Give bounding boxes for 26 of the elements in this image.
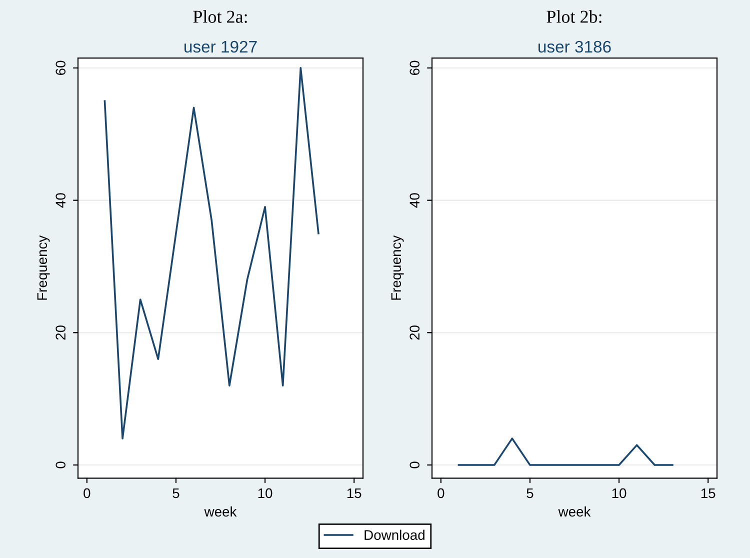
x-tick-label: 0 <box>438 488 444 498</box>
x-tick-label: 10 <box>612 488 626 498</box>
chart-title: Plot 2a: <box>193 10 247 23</box>
x-tick-label: 15 <box>347 488 362 498</box>
y-tick-label: 60 <box>56 60 66 75</box>
chart-title: Plot 2b: <box>546 10 602 23</box>
line-series <box>104 67 320 440</box>
legend-label: Download <box>364 530 424 540</box>
x-axis-title: week <box>204 506 237 517</box>
y-tick-label: 20 <box>410 325 420 340</box>
x-tick-label: 5 <box>172 488 180 498</box>
y-tick-label: 20 <box>56 325 66 340</box>
y-tick-label: 40 <box>410 193 420 208</box>
y-tick-label: 0 <box>56 462 66 468</box>
chart-subtitle: user 1927 <box>184 40 257 53</box>
x-tick-label: 0 <box>84 488 90 498</box>
x-tick-label: 10 <box>258 488 272 498</box>
x-axis-title: week <box>558 506 591 517</box>
y-tick-label: 60 <box>410 60 420 75</box>
chart-subtitle: user 3186 <box>538 40 611 53</box>
y-tick-label: 0 <box>410 462 420 468</box>
y-axis-title: Frequency <box>391 235 404 300</box>
x-tick-label: 15 <box>701 488 716 498</box>
y-tick-label: 40 <box>56 193 66 208</box>
x-tick-label: 5 <box>526 488 534 498</box>
y-axis-title: Frequency <box>37 235 50 300</box>
